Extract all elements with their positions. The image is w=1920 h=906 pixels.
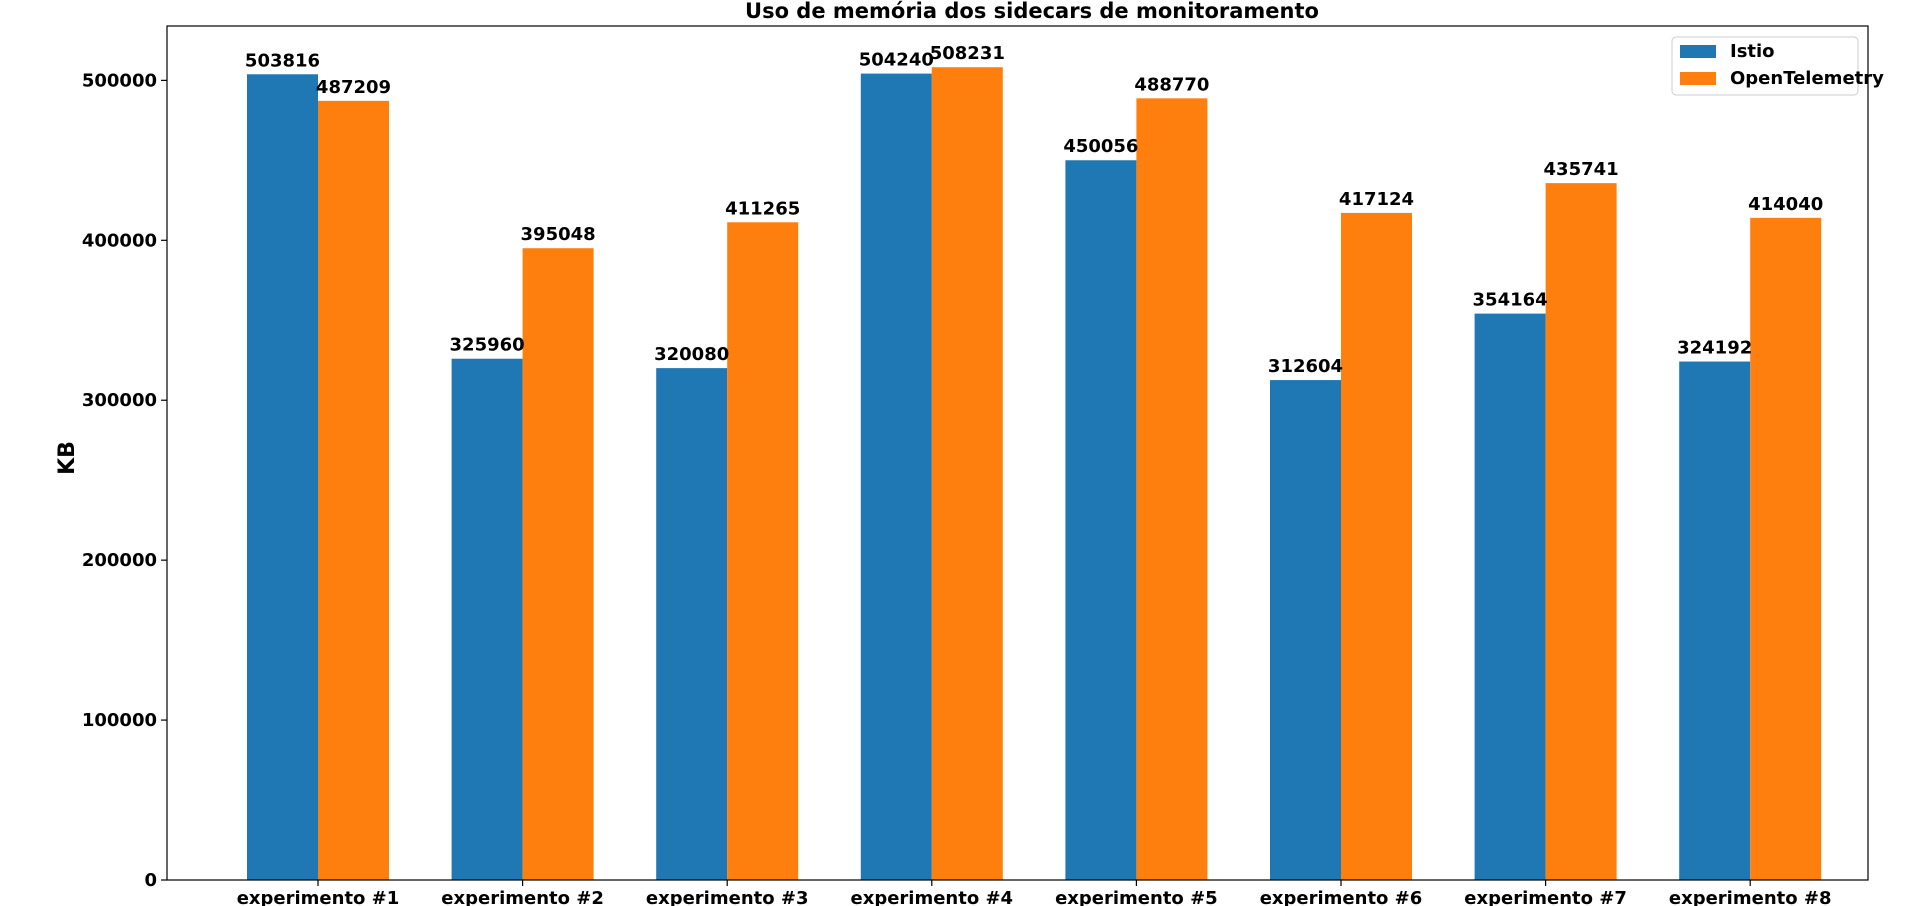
bar-label-istio-7: 354164 (1473, 290, 1548, 311)
bar-opentelemetry-4 (931, 67, 1003, 880)
bar-label-istio-2: 325960 (450, 335, 525, 356)
bar-opentelemetry-8 (1750, 217, 1822, 881)
bar-opentelemetry-3 (727, 222, 799, 880)
y-axis-label: KB (55, 441, 80, 475)
bar-opentelemetry-1 (318, 100, 389, 880)
bar-label-opentelemetry-3: 411265 (725, 198, 800, 219)
bar-label-opentelemetry-6: 417124 (1339, 189, 1414, 210)
plot-frame (166, 25, 1869, 881)
x-tick-label: experimento #6 (1260, 888, 1423, 906)
y-tick-label: 0 (144, 870, 157, 891)
x-tick-label: experimento #1 (237, 888, 400, 906)
legend-swatch-istio (1680, 45, 1716, 58)
bar-label-opentelemetry-7: 435741 (1544, 159, 1619, 180)
bar-label-istio-3: 320080 (654, 344, 729, 365)
bar-label-istio-5: 450056 (1063, 136, 1138, 157)
legend-label-istio: Istio (1730, 41, 1775, 62)
bar-label-istio-8: 324192 (1677, 338, 1752, 359)
bar-label-istio-6: 312604 (1268, 356, 1343, 377)
legend: Istio OpenTelemetry (1671, 36, 1884, 96)
x-tick-label: experimento #5 (1055, 888, 1218, 906)
chart-title: Uso de memória dos sidecars de monitoram… (745, 0, 1319, 23)
y-tick-label: 200000 (82, 550, 157, 571)
bar-label-opentelemetry-5: 488770 (1134, 74, 1209, 95)
bar-opentelemetry-7 (1545, 183, 1617, 880)
bar-label-opentelemetry-1: 487209 (316, 77, 391, 98)
legend-label-opentelemetry: OpenTelemetry (1730, 68, 1884, 89)
bar-label-opentelemetry-4: 508231 (930, 43, 1005, 64)
bar-opentelemetry-5 (1136, 98, 1208, 881)
bar-label-opentelemetry-8: 414040 (1748, 194, 1823, 215)
y-tick-label: 300000 (82, 390, 157, 411)
x-tick-label: experimento #3 (646, 888, 809, 906)
x-tick-label: experimento #4 (851, 888, 1014, 906)
legend-box (1671, 36, 1859, 96)
bar-istio-8 (1679, 361, 1751, 880)
bar-istio-4 (860, 73, 932, 881)
x-tick-label: experimento #2 (441, 888, 604, 906)
bar-label-opentelemetry-2: 395048 (521, 224, 596, 245)
bar-istio-5 (1065, 160, 1137, 880)
y-tick-label: 400000 (82, 230, 157, 251)
bar-opentelemetry-2 (522, 248, 594, 880)
x-tick-label: experimento #8 (1669, 888, 1832, 906)
x-tick-label: experimento #7 (1464, 888, 1627, 906)
y-tick-label: 500000 (82, 70, 157, 91)
y-tick-label: 100000 (82, 710, 157, 731)
bar-label-istio-4: 504240 (859, 50, 934, 71)
legend-swatch-opentelemetry (1680, 72, 1716, 85)
bar-istio-1 (247, 74, 318, 880)
bar-istio-3 (656, 368, 728, 880)
bar-istio-2 (451, 358, 523, 881)
bar-istio-6 (1270, 380, 1341, 880)
bar-istio-7 (1474, 313, 1546, 880)
bars-group (247, 67, 1822, 881)
y-axis-ticks: 0 100000 200000 300000 400000 500000 (82, 70, 167, 891)
x-axis-ticks: experimento #1 experimento #2 experimento … (237, 880, 1832, 906)
bar-label-istio-1: 503816 (245, 50, 320, 71)
bar-opentelemetry-6 (1341, 212, 1412, 880)
bar-labels-group: 503816 325960 320080 504240 450056 312604 3541… (245, 43, 1823, 377)
